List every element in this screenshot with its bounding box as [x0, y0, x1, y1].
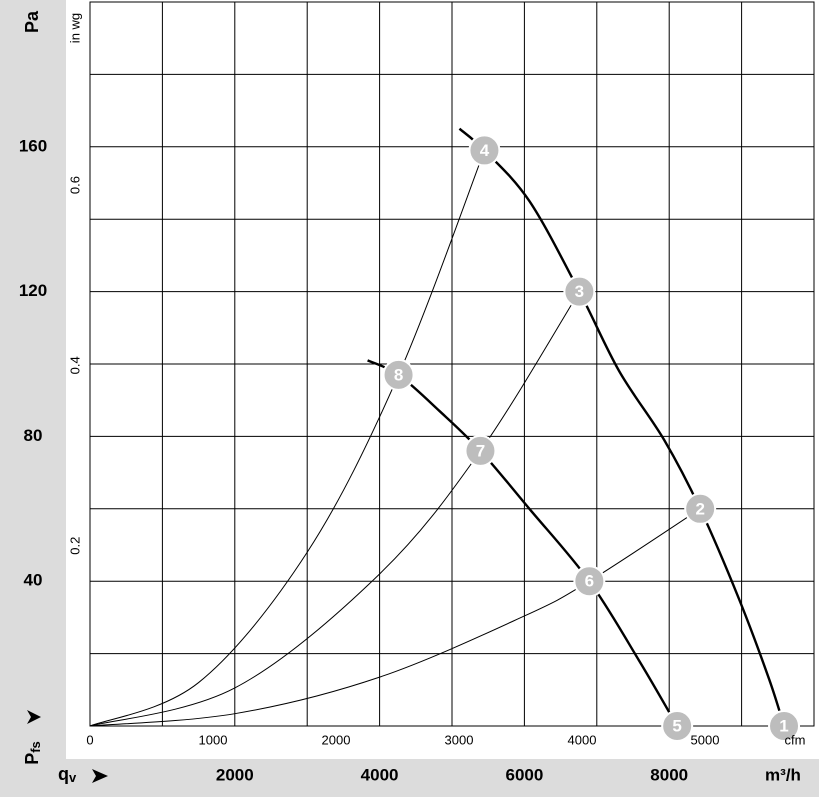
y2-tick-label: 0.4 [67, 356, 82, 374]
x-tick-label: 8000 [650, 765, 688, 784]
x-symbol-sub: v [69, 770, 77, 785]
curve [458, 127, 786, 727]
x2-label: cfm [785, 732, 806, 747]
point-label: 1 [779, 716, 788, 735]
x-label: m³/h [765, 765, 801, 784]
operating-point [573, 565, 606, 598]
operating-point [382, 358, 415, 391]
y-symbol-main: P [22, 753, 42, 765]
y-tick-label: 120 [19, 281, 47, 300]
x2-tick-label: 4000 [568, 732, 597, 747]
point-label: 2 [695, 499, 704, 518]
operating-point [661, 710, 694, 742]
x-tick-label: 6000 [505, 765, 543, 784]
bottom-band [0, 759, 819, 797]
curve [89, 291, 580, 727]
x2-tick-label: 5000 [691, 732, 720, 747]
y-arrow [27, 710, 41, 724]
y-symbol-sub: fs [28, 741, 43, 753]
x2-tick-label: 0 [86, 732, 93, 747]
left-band [0, 0, 66, 797]
x2-tick-label: 2000 [322, 732, 351, 747]
x-arrow [92, 769, 108, 783]
point-label: 7 [476, 441, 485, 460]
point-label: 4 [480, 141, 490, 160]
curve [89, 150, 485, 727]
x-symbol-main: q [58, 764, 69, 784]
y2-tick-label: 0.2 [67, 537, 82, 555]
operating-point [464, 434, 497, 467]
y2-label: in wg [67, 13, 82, 43]
point-label: 8 [394, 365, 403, 384]
y-tick-label: 80 [24, 426, 43, 445]
y-label: Pa [22, 10, 42, 33]
operating-point [684, 492, 717, 525]
y-tick-label: 160 [19, 136, 47, 155]
operating-point [563, 275, 596, 308]
x-tick-label: 2000 [216, 765, 254, 784]
point-label: 6 [585, 572, 594, 591]
y2-tick-label: 0.6 [67, 176, 82, 194]
y-tick-label: 40 [24, 571, 43, 590]
operating-point [768, 710, 801, 742]
x2-tick-label: 1000 [199, 732, 228, 747]
x-symbol: qv [58, 764, 77, 786]
y-symbol: Pfs [22, 741, 44, 765]
x-tick-label: 4000 [361, 765, 399, 784]
point-label: 5 [672, 716, 681, 735]
point-label: 3 [575, 282, 584, 301]
operating-point [468, 134, 501, 167]
x2-tick-label: 3000 [445, 732, 474, 747]
